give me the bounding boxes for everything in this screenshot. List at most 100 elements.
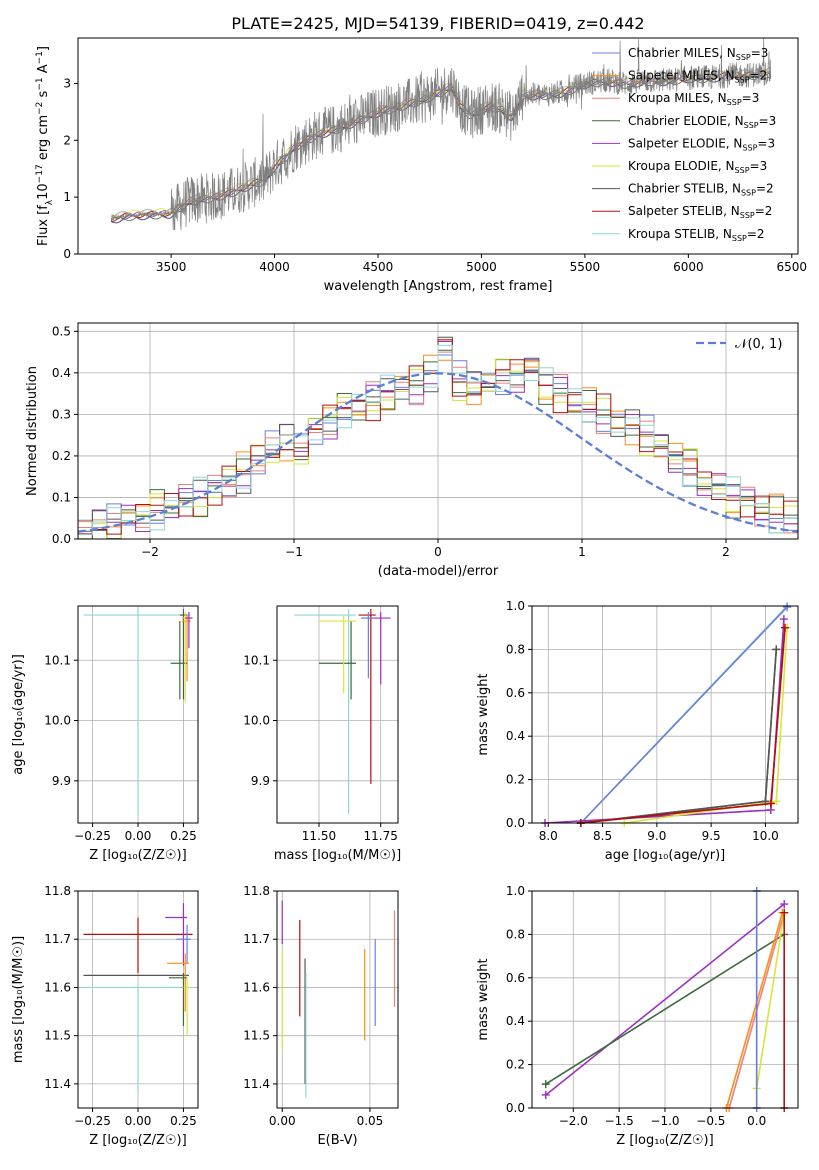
y-tick-label: 0.2: [506, 773, 525, 787]
x-tick-label: −0.25: [74, 829, 111, 843]
y-tick-label: 11.6: [44, 980, 71, 994]
y-tick-label: 1: [63, 190, 71, 204]
data-point-marker: [780, 623, 789, 632]
x-tick-label: 4000: [259, 260, 290, 274]
y-tick-label: 10.0: [44, 714, 71, 728]
legend-entry: 𝒩(0, 1): [735, 337, 782, 352]
x-tick-label: 5000: [466, 260, 497, 274]
y-tick-label: 0.1: [52, 490, 71, 504]
y-tick-label: 9.9: [52, 774, 71, 788]
y-tick-label: 0: [63, 247, 71, 261]
axes-frame: [531, 605, 799, 824]
x-axis-label: age [log₁₀(age/yr)]: [605, 848, 726, 863]
x-tick-label: −1.0: [650, 1114, 679, 1128]
y-axis-label: Normed distribution: [25, 366, 40, 496]
mass-weight-line: [580, 627, 786, 824]
x-axis-label: (data-model)/error: [378, 564, 499, 579]
x-tick-label: 6500: [777, 260, 808, 274]
data-point-marker: [772, 645, 781, 654]
x-tick-label: 9.0: [647, 829, 666, 843]
mass-weight-line: [545, 903, 785, 1096]
mass-weight-line: [580, 627, 786, 824]
mass-weight-line: [624, 627, 788, 824]
spectrum-panel: 3500 4000 4500 5000 5500 6000 6500 0 1 2 3 waveleng…: [35, 37, 808, 294]
x-tick-label: 4500: [363, 260, 394, 274]
x-tick-label: 9.5: [702, 829, 721, 843]
y-tick-label: 0.2: [52, 449, 71, 463]
axes-frame: [276, 890, 399, 1109]
y-tick-label: 9.9: [251, 774, 270, 788]
data-point-marker: [780, 908, 789, 917]
y-tick-label: 0.0: [52, 532, 71, 546]
x-axis-label: E(B-V): [317, 1133, 357, 1148]
age-vs-metallicity-panel: −0.25 0.00 0.25 9.9 10.0 10.1 Z [log₁₀(Z/Z☉)] a…: [11, 605, 199, 863]
y-tick-label: 10.0: [243, 714, 270, 728]
data-point-marker: [766, 799, 775, 808]
x-tick-label: 0.0: [747, 1114, 766, 1128]
y-tick-label: 11.7: [243, 932, 270, 946]
y-tick-label: 0.5: [52, 324, 71, 338]
x-tick-label: 8.0: [539, 829, 558, 843]
y-axis-label: age [log₁₀(age/yr)]: [11, 654, 26, 775]
age-vs-mass-panel: 11.50 11.75 9.9 10.0 10.1 mass [log₁₀(M/M☉)]: [243, 605, 401, 863]
mass-weight-vs-age-panel: 8.0 8.5 9.0 9.5 10.0 0.0 0.2 0.4 0.6 0.8 1.0 age [l…: [476, 599, 799, 863]
y-tick-label: 0.4: [506, 1014, 525, 1028]
data-point-marker: [772, 797, 781, 806]
y-tick-label: 11.4: [243, 1077, 270, 1091]
histogram-step-line: [78, 344, 798, 536]
axes-frame: [276, 605, 399, 824]
y-tick-label: 11.8: [44, 884, 71, 898]
x-tick-label: 0.00: [125, 829, 152, 843]
y-tick-label: 11.7: [44, 932, 71, 946]
x-tick-label: 5500: [570, 260, 601, 274]
y-axis-label: mass weight: [476, 958, 491, 1040]
y-tick-label: 10.1: [243, 653, 270, 667]
x-axis-label: mass [log₁₀(M/M☉)]: [274, 848, 401, 863]
axes-frame: [77, 605, 199, 824]
data-point-marker: [779, 615, 788, 624]
y-tick-label: 0.0: [506, 816, 525, 830]
axes-frame: [77, 37, 799, 255]
x-tick-label: −2.0: [559, 1114, 588, 1128]
x-tick-label: 0.25: [170, 829, 197, 843]
data-point-marker: [541, 1090, 550, 1099]
axes-frame: [77, 322, 799, 540]
y-tick-label: 10.1: [44, 653, 71, 667]
data-point-marker: [783, 603, 792, 612]
legend-entry: Salpeter ELODIE, NSSP=3: [628, 136, 775, 152]
x-axis-label: Z [log₁₀(Z/Z☉)]: [89, 1133, 186, 1148]
mass-weight-line: [545, 933, 785, 1085]
axes-frame: [77, 890, 199, 1109]
y-tick-label: 11.4: [44, 1077, 71, 1091]
y-tick-label: 11.5: [44, 1029, 71, 1043]
x-tick-label: 3500: [156, 260, 187, 274]
legend-entry: Kroupa STELIB, NSSP=2: [628, 227, 765, 243]
legend-entry: Salpeter STELIB, NSSP=2: [628, 204, 772, 220]
x-tick-label: 2: [722, 545, 730, 559]
x-tick-label: 1: [578, 545, 586, 559]
x-tick-label: 0: [434, 545, 442, 559]
y-axis-label: mass weight: [476, 673, 491, 755]
x-tick-label: 8.5: [593, 829, 612, 843]
data-spectrum-line: [110, 37, 772, 231]
mass-weight-line: [580, 606, 788, 824]
residual-histogram-panel: −2 −1 0 1 2 0.0 0.1 0.2 0.3 0.4 0.5 (data-model)/er…: [25, 322, 799, 579]
y-axis-label: mass [log₁₀(M/M☉)]: [11, 936, 26, 1063]
y-tick-label: 11.6: [243, 980, 270, 994]
y-tick-label: 0.8: [506, 927, 525, 941]
legend-entry: Chabrier ELODIE, NSSP=3: [628, 114, 776, 130]
x-tick-label: −1: [285, 545, 303, 559]
y-tick-label: 1.0: [506, 884, 525, 898]
x-tick-label: 0.05: [357, 1114, 384, 1128]
y-tick-label: 0.2: [506, 1058, 525, 1072]
y-tick-label: 0.8: [506, 642, 525, 656]
x-tick-label: 0.00: [269, 1114, 296, 1128]
legend-entry: Chabrier MILES, NSSP=3: [628, 46, 768, 62]
y-tick-label: 0.0: [506, 1101, 525, 1115]
x-tick-label: −0.25: [74, 1114, 111, 1128]
legend-entry: Kroupa ELODIE, NSSP=3: [628, 159, 767, 175]
x-axis-label: Z [log₁₀(Z/Z☉)]: [89, 848, 186, 863]
x-tick-label: 11.75: [364, 829, 398, 843]
x-axis-label: Z [log₁₀(Z/Z☉)]: [616, 1133, 713, 1148]
